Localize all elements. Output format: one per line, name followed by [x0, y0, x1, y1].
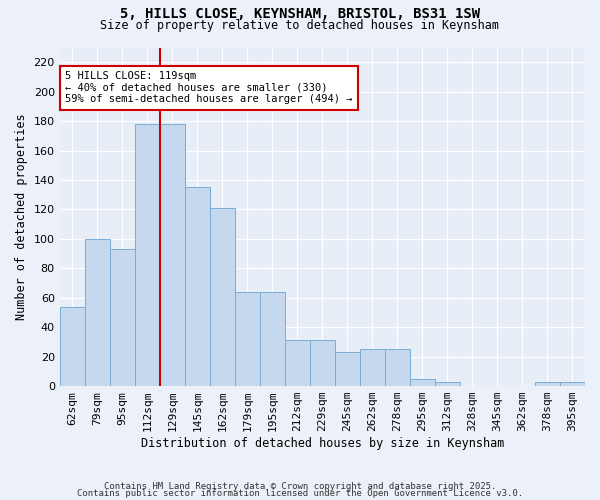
Bar: [335, 352, 360, 386]
Text: Size of property relative to detached houses in Keynsham: Size of property relative to detached ho…: [101, 19, 499, 32]
X-axis label: Distribution of detached houses by size in Keynsham: Distribution of detached houses by size …: [140, 437, 504, 450]
Bar: [110, 249, 135, 386]
Bar: [410, 378, 435, 386]
Text: Contains public sector information licensed under the Open Government Licence v3: Contains public sector information licen…: [77, 490, 523, 498]
Y-axis label: Number of detached properties: Number of detached properties: [15, 114, 28, 320]
Bar: [535, 382, 560, 386]
Bar: [85, 239, 110, 386]
Bar: [360, 350, 385, 386]
Bar: [435, 382, 460, 386]
Bar: [235, 292, 260, 386]
Bar: [260, 292, 285, 386]
Bar: [210, 208, 235, 386]
Bar: [560, 382, 585, 386]
Bar: [185, 188, 210, 386]
Text: 5 HILLS CLOSE: 119sqm
← 40% of detached houses are smaller (330)
59% of semi-det: 5 HILLS CLOSE: 119sqm ← 40% of detached …: [65, 71, 352, 104]
Bar: [285, 340, 310, 386]
Bar: [160, 124, 185, 386]
Bar: [135, 124, 160, 386]
Text: Contains HM Land Registry data © Crown copyright and database right 2025.: Contains HM Land Registry data © Crown c…: [104, 482, 496, 491]
Bar: [385, 350, 410, 386]
Text: 5, HILLS CLOSE, KEYNSHAM, BRISTOL, BS31 1SW: 5, HILLS CLOSE, KEYNSHAM, BRISTOL, BS31 …: [120, 8, 480, 22]
Bar: [310, 340, 335, 386]
Bar: [59, 306, 85, 386]
